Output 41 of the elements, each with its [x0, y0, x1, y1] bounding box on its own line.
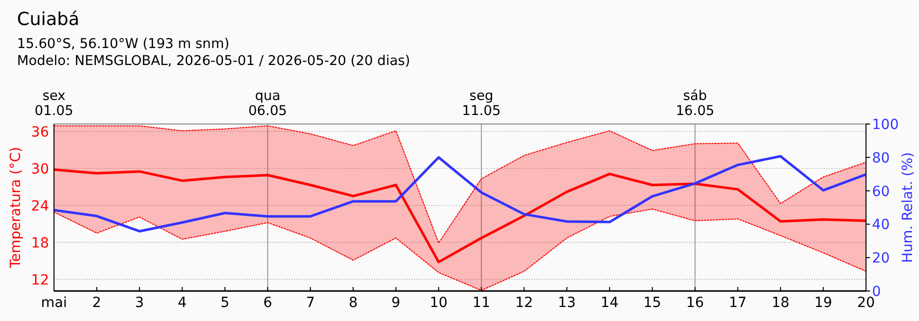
- y-tick-label: 30: [31, 161, 49, 178]
- ref-line-label: sáb 16.05: [676, 88, 714, 119]
- x-tick-label: 3: [135, 295, 144, 311]
- y2-tick-label: 40: [872, 217, 890, 234]
- x-tick-label: 15: [643, 295, 662, 311]
- y2-tick-label: 100: [872, 117, 899, 133]
- x-tick-label: 16: [686, 295, 704, 311]
- y-tick-label: 24: [31, 198, 50, 214]
- x-tick-label: 17: [728, 295, 747, 311]
- y2-tick-label: 80: [872, 150, 890, 166]
- x-tick-label: 2: [92, 295, 102, 311]
- x-tick-label: 9: [391, 295, 400, 311]
- ref-line-label: seg 11.05: [462, 88, 501, 119]
- x-tick-label: 8: [348, 295, 358, 311]
- chart-subtitle: 15.60°S, 56.10°W (193 m snm) Modelo: NEMSGLOBAL, 2026-05-01 / 2026-05-20 (20 dias): [17, 36, 410, 69]
- line-series: [54, 154, 866, 232]
- y-axis-title: Temperatura (°C): [8, 146, 24, 270]
- x-tick-label: 10: [430, 295, 448, 311]
- x-tick-label: 19: [814, 295, 832, 311]
- line-series: [54, 168, 866, 264]
- x-tick-label: 7: [306, 295, 315, 311]
- x-tick-label: 6: [263, 295, 272, 311]
- x-tick-label: 14: [600, 295, 619, 311]
- chart-title: Cuiabá: [17, 9, 80, 30]
- x-tick-label: 11: [472, 295, 490, 311]
- line-series: [54, 125, 866, 244]
- x-tick-label: 12: [515, 295, 534, 311]
- x-tick-label: 20: [857, 295, 875, 311]
- x-tick-label: 4: [178, 295, 187, 311]
- x-tick-label: 13: [558, 295, 576, 311]
- y-tick-label: 12: [31, 272, 49, 288]
- y-tick-label: 36: [31, 124, 50, 140]
- text: sex 01.05: [34, 88, 74, 119]
- y2-tick-label: 20: [872, 250, 890, 267]
- x-tick-label: mai: [40, 295, 68, 311]
- x-tick-label: 5: [220, 295, 230, 311]
- y-tick-label: 18: [31, 235, 49, 252]
- ref-line-label: qua 06.05: [248, 88, 288, 119]
- x-tick-label: 18: [772, 295, 790, 311]
- y2-axis-title: Hum. Relat. (%): [900, 152, 916, 263]
- y2-tick-label: 60: [872, 184, 890, 200]
